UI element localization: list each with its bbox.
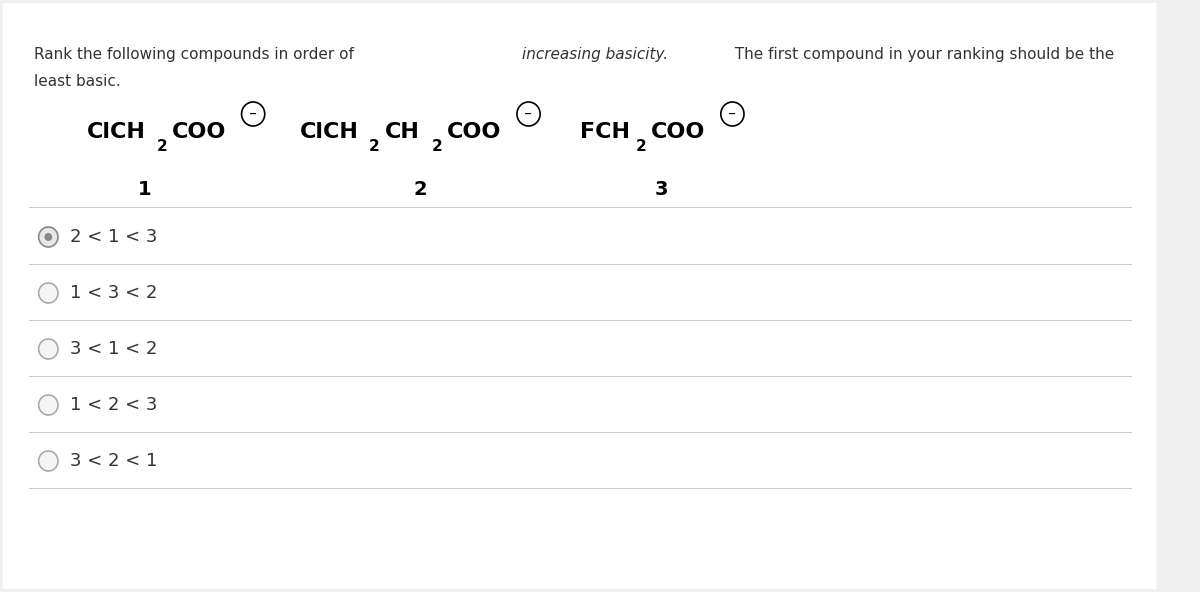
Text: Rank the following compounds in order of: Rank the following compounds in order of bbox=[34, 47, 359, 62]
Text: −: − bbox=[250, 109, 257, 119]
Circle shape bbox=[38, 339, 58, 359]
Text: 1 < 2 < 3: 1 < 2 < 3 bbox=[70, 396, 157, 414]
Text: least basic.: least basic. bbox=[34, 74, 120, 89]
Text: 2: 2 bbox=[432, 139, 443, 154]
Text: 3 < 2 < 1: 3 < 2 < 1 bbox=[70, 452, 157, 470]
Text: 3: 3 bbox=[655, 180, 668, 199]
Text: 1 < 3 < 2: 1 < 3 < 2 bbox=[70, 284, 157, 302]
Text: 2: 2 bbox=[156, 139, 167, 154]
Text: 1: 1 bbox=[138, 180, 151, 199]
Circle shape bbox=[38, 451, 58, 471]
Text: FCH: FCH bbox=[580, 122, 630, 142]
Text: increasing basicity.: increasing basicity. bbox=[522, 47, 668, 62]
Text: 2 < 1 < 3: 2 < 1 < 3 bbox=[70, 228, 157, 246]
Text: CH: CH bbox=[384, 122, 420, 142]
Circle shape bbox=[38, 283, 58, 303]
Text: ClCH: ClCH bbox=[86, 122, 146, 142]
Text: 2: 2 bbox=[370, 139, 380, 154]
FancyBboxPatch shape bbox=[2, 3, 1157, 589]
Text: 2: 2 bbox=[414, 180, 427, 199]
Text: COO: COO bbox=[652, 122, 706, 142]
Circle shape bbox=[44, 233, 52, 241]
Text: 2: 2 bbox=[636, 139, 647, 154]
Text: COO: COO bbox=[448, 122, 502, 142]
Text: 3 < 1 < 2: 3 < 1 < 2 bbox=[70, 340, 157, 358]
Circle shape bbox=[38, 395, 58, 415]
Text: −: − bbox=[728, 109, 737, 119]
Text: COO: COO bbox=[172, 122, 227, 142]
Text: −: − bbox=[524, 109, 533, 119]
Text: ClCH: ClCH bbox=[300, 122, 359, 142]
Circle shape bbox=[38, 227, 58, 247]
Text: The first compound in your ranking should be the: The first compound in your ranking shoul… bbox=[725, 47, 1114, 62]
